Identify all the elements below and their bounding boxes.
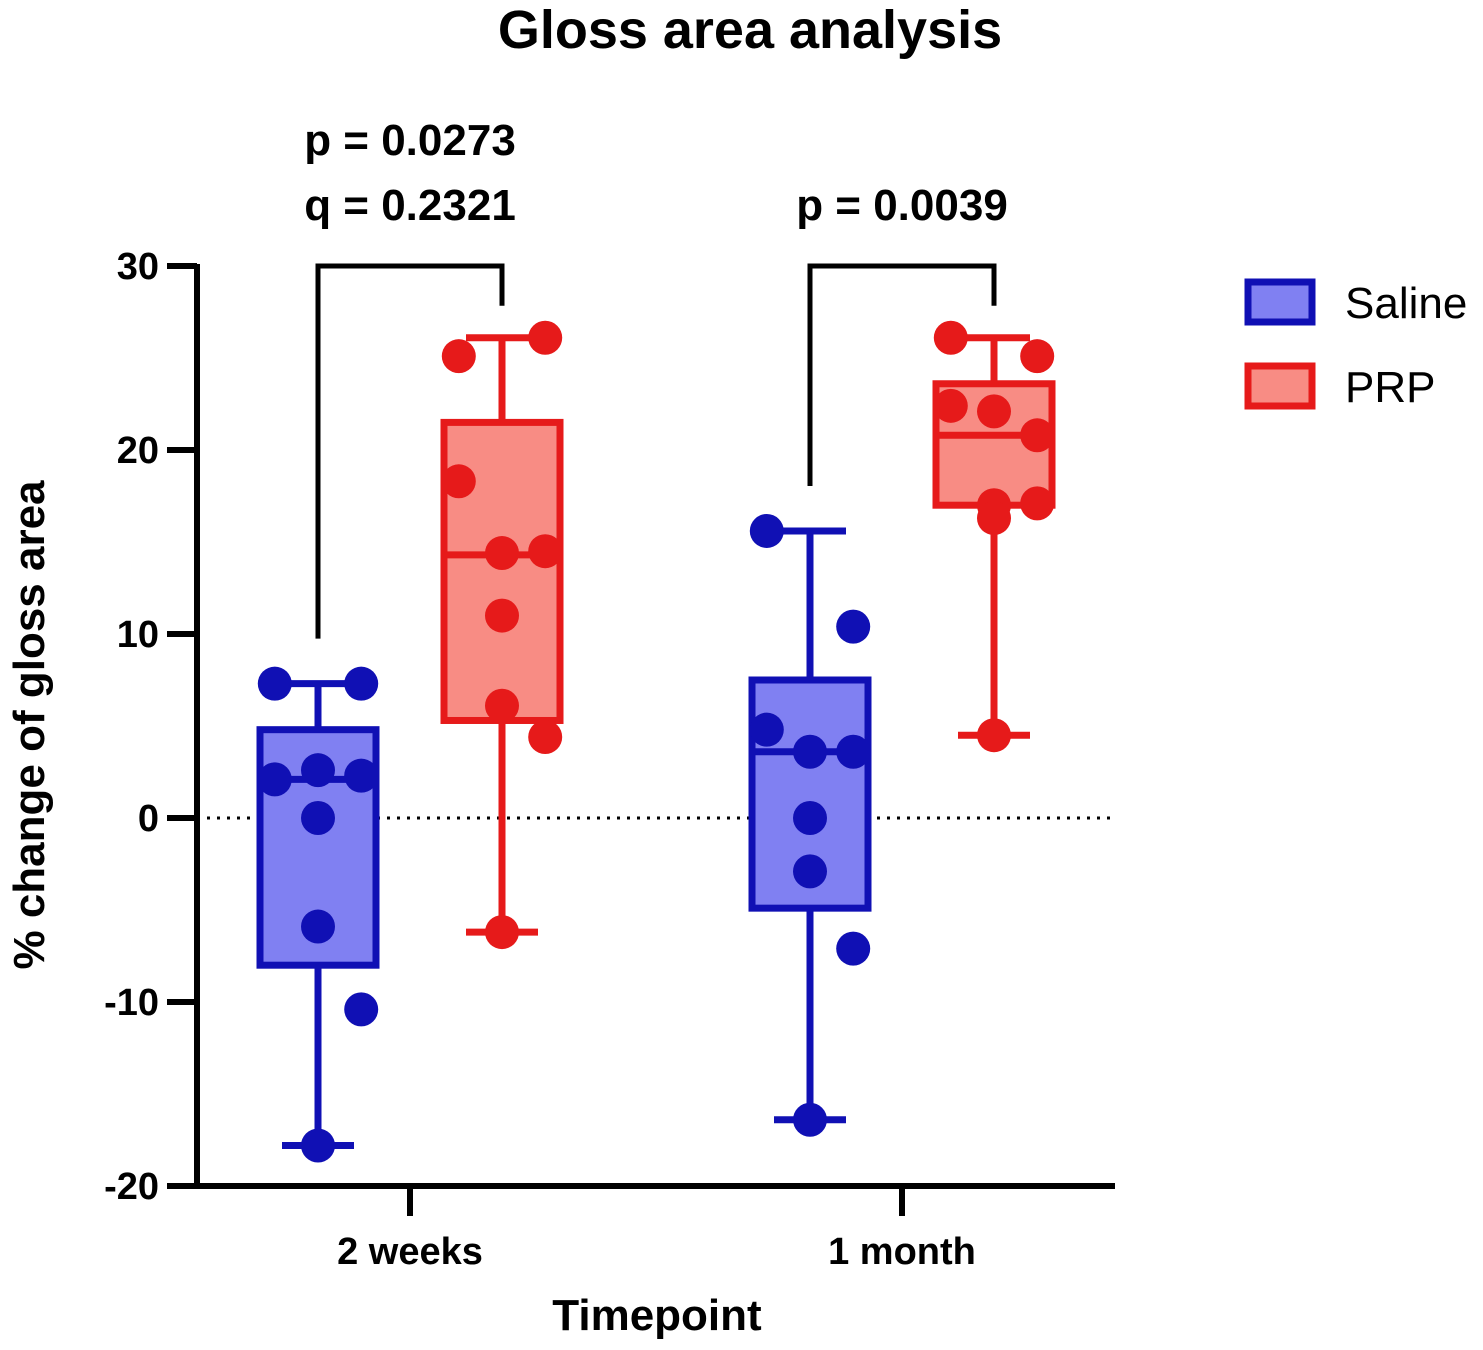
legend-swatch-saline [1244,278,1316,326]
data-point [793,801,827,835]
x-axis-title: Timepoint [552,1291,762,1340]
data-point [1020,418,1055,453]
data-point [344,992,379,1027]
data-point [793,1102,827,1137]
box-prp-0 [440,320,564,950]
x-tick-label: 1 month [828,1231,976,1273]
significance-bracket-0 [315,263,505,639]
data-point [977,394,1011,429]
box-saline-1 [748,513,872,1137]
data-point [344,758,379,793]
data-point [301,909,335,944]
x-tick-label: 2 weeks [337,1231,483,1273]
legend-label-saline: Saline [1345,279,1467,328]
box-prp-1 [932,320,1056,753]
y-tick-label: -20 [104,1166,159,1208]
data-point [485,536,519,571]
data-point [485,688,519,723]
data-point [485,915,519,950]
data-point [485,598,519,633]
y-tick-label: 10 [117,614,159,656]
p-value-label: q = 0.2321 [304,181,516,230]
data-point [1020,486,1055,521]
legend: Saline PRP [1244,278,1467,412]
data-point [793,734,827,769]
data-point [836,931,871,966]
data-point [257,762,292,797]
data-point [977,718,1011,753]
y-tick-label: 30 [117,246,159,288]
data-point [301,1128,335,1163]
legend-swatch-prp [1244,362,1316,410]
legend-label-prp: PRP [1345,363,1435,412]
y-tick-label: 20 [117,430,159,472]
data-point [836,609,871,644]
data-point [977,501,1011,536]
data-point [749,712,784,747]
data-point [344,666,379,701]
data-point [528,534,563,569]
p-value-label: p = 0.0273 [304,116,516,165]
data-point [528,320,563,355]
data-point [836,734,871,769]
box-saline-0 [256,666,380,1163]
data-point [301,801,335,835]
data-point [257,666,292,701]
plot-area [256,320,1056,1163]
y-tick-label: -10 [104,982,159,1024]
data-point [528,720,563,755]
data-point [749,513,784,548]
data-point [1020,339,1055,374]
axes: 30 20 10 0 -10 -20 2 weeks 1 month [104,246,1115,1273]
y-axis-title: % change of gloss area [5,480,54,970]
data-point [933,320,968,355]
data-point [793,854,827,889]
significance-annotations: p = 0.0273 q = 0.2321 p = 0.0039 [304,116,1008,639]
data-point [441,464,476,499]
data-point [441,339,476,374]
significance-bracket-1 [807,263,997,486]
data-point [301,753,335,788]
chart-title: Gloss area analysis [498,0,1002,60]
y-tick-label: 0 [138,798,159,840]
data-point [933,388,968,423]
p-value-label: p = 0.0039 [796,181,1008,230]
